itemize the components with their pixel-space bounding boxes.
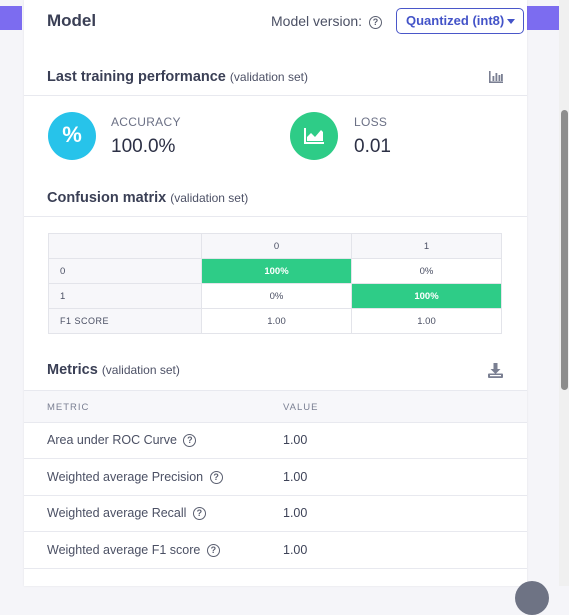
matrix-cell: 0%	[351, 258, 502, 284]
confusion-row: 0 100% 0%	[48, 258, 502, 284]
metric-value: 1.00	[283, 506, 308, 520]
metric-name: Weighted average Recall	[47, 506, 187, 520]
background-banner-left	[0, 6, 22, 30]
metric-row: Weighted average Precision ? 1.00	[24, 459, 527, 496]
model-version-selected: Quantized (int8)	[406, 13, 505, 28]
metric-row: Area under ROC Curve ? 1.00	[24, 422, 527, 459]
f1-score-row: F1 SCORE 1.00 1.00	[48, 308, 502, 334]
confusion-matrix-heading: Confusion matrix	[47, 190, 167, 206]
loss-value: 0.01	[354, 136, 391, 157]
metric-name-cell: Weighted average Precision ?	[47, 470, 223, 485]
metric-row: Weighted average Recall ? 1.00	[24, 495, 527, 532]
loss-circle	[290, 112, 338, 160]
row-header-0: 0	[48, 258, 202, 284]
training-performance-title: Last training performance (validation se…	[47, 69, 308, 85]
metric-row: Weighted average F1 score ? 1.00	[24, 532, 527, 569]
confusion-matrix-title: Confusion matrix (validation set)	[47, 190, 248, 206]
metric-name: Weighted average Precision	[47, 470, 204, 484]
confusion-matrix-subtitle: (validation set)	[170, 191, 249, 205]
area-chart-icon	[304, 128, 324, 144]
model-version-label: Model version: ?	[271, 13, 382, 29]
percent-icon: %	[62, 122, 82, 147]
matrix-cell: 0%	[201, 283, 352, 309]
metric-name: Area under ROC Curve	[47, 433, 177, 447]
confusion-row: 1 0% 100%	[48, 283, 502, 309]
confusion-matrix-table: 0 1 0 100% 0% 1 0% 100% F1 SCORE 1.00 1.…	[48, 233, 502, 334]
matrix-cell-hit: 100%	[201, 258, 352, 284]
metrics-table-header: METRIC VALUE	[24, 390, 527, 423]
f1-score-label: F1 SCORE	[48, 308, 202, 334]
download-icon[interactable]	[488, 363, 503, 378]
metric-value: 1.00	[283, 433, 308, 447]
help-icon[interactable]: ?	[209, 471, 223, 485]
metric-name-cell: Area under ROC Curve ?	[47, 433, 197, 448]
row-header-1: 1	[48, 283, 202, 309]
floating-action-button[interactable]	[515, 581, 549, 615]
divider	[24, 216, 527, 217]
model-title: Model	[47, 11, 97, 30]
model-card: Model Model version: ? Quantized (int8) …	[24, 0, 527, 586]
metric-name-cell: Weighted average F1 score ?	[47, 543, 220, 558]
training-performance-subtitle: (validation set)	[229, 70, 308, 84]
metric-name-cell: Weighted average Recall ?	[47, 506, 206, 521]
metrics-subtitle: (validation set)	[101, 363, 180, 377]
matrix-cell-hit: 100%	[351, 283, 502, 309]
f1-score-value: 1.00	[201, 308, 352, 334]
metrics-title: Metrics (validation set)	[47, 362, 180, 378]
metric-name: Weighted average F1 score	[47, 543, 201, 557]
metric-value: 1.00	[283, 543, 308, 557]
loss-label: LOSS	[354, 115, 388, 129]
metrics-heading: Metrics	[47, 362, 98, 378]
help-icon[interactable]: ?	[368, 15, 382, 29]
model-header: Model Model version: ? Quantized (int8)	[47, 8, 524, 36]
background-banner-right	[527, 6, 559, 30]
confusion-header-row: 0 1	[48, 233, 502, 259]
metric-column-header: METRIC	[47, 402, 90, 413]
col-header-0: 0	[201, 233, 352, 259]
help-icon[interactable]: ?	[206, 544, 220, 558]
metric-value: 1.00	[283, 470, 308, 484]
bar-chart-icon[interactable]	[489, 71, 503, 83]
col-header-1: 1	[351, 233, 502, 259]
help-icon[interactable]: ?	[192, 507, 206, 521]
corner-cell	[48, 233, 202, 259]
divider	[24, 95, 527, 96]
f1-score-value: 1.00	[351, 308, 502, 334]
help-icon[interactable]: ?	[183, 434, 197, 448]
accuracy-label: ACCURACY	[111, 115, 181, 129]
model-version-select[interactable]: Quantized (int8)	[396, 8, 524, 34]
model-version-label-text: Model version:	[271, 13, 363, 29]
scrollbar-thumb[interactable]	[561, 110, 568, 390]
accuracy-value: 100.0%	[111, 136, 176, 157]
training-performance-heading: Last training performance	[47, 69, 226, 85]
accuracy-circle: %	[48, 112, 96, 160]
chevron-down-icon	[507, 19, 515, 24]
value-column-header: VALUE	[283, 402, 319, 413]
